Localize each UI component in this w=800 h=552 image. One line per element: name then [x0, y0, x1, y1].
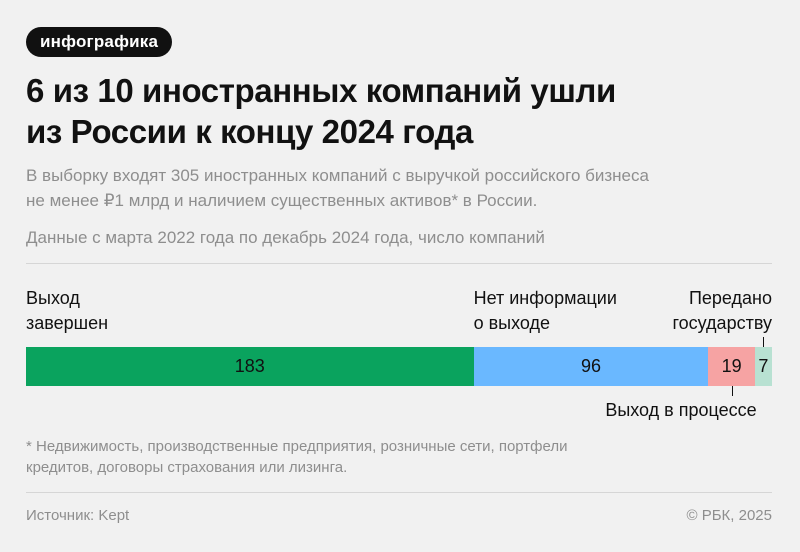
stacked-bar-chart: 183 96 19 7 Выход завершен Нет информации о вых…: [0, 270, 800, 430]
infographic-tag: инфографика: [26, 27, 173, 57]
category-label-0-line-0: Выход: [26, 288, 80, 308]
category-label-3: Передано государству: [672, 286, 772, 336]
bar-value-2: 19: [721, 356, 742, 376]
category-label-1-line-0: Нет информации: [473, 288, 617, 308]
category-label-2: Выход в процессе: [577, 398, 757, 423]
footnote-line-2: кредитов, договоры страхования или лизин…: [26, 459, 348, 476]
copyright-label: © РБК, 2025: [686, 507, 772, 524]
category-label-0-line-1: завершен: [26, 313, 109, 333]
category-label-3-line-0: Передано: [688, 288, 772, 308]
divider-bottom: [26, 492, 772, 493]
bar-segment-0: [26, 347, 474, 386]
category-label-1-line-1: о выходе: [473, 313, 551, 333]
bar-value-0: 183: [234, 356, 265, 376]
category-label-2-line-0: Выход в процессе: [605, 400, 757, 420]
category-label-1: Нет информации о выходе: [474, 286, 617, 336]
subtitle: В выборку входят 305 иностранных компани…: [26, 163, 786, 213]
bar-segment-1: [473, 347, 709, 386]
source-label: Источник: Kept: [26, 507, 130, 524]
bar-value-1: 96: [580, 356, 601, 376]
subtitle-line-1: В выборку входят 305 иностранных компани…: [26, 166, 649, 185]
leader-line-3: [763, 337, 765, 347]
bar-segment-2: [708, 347, 755, 386]
category-label-0: Выход завершен: [26, 286, 108, 336]
title-line-2: из России к концу 2024 года: [26, 113, 473, 150]
page-title: 6 из 10 иностранных компаний ушли из Рос…: [26, 70, 786, 152]
bar-value-3: 7: [758, 356, 769, 376]
leader-line-2: [731, 386, 733, 396]
data-note: Данные с марта 2022 года по декабрь 2024…: [26, 228, 545, 247]
title-line-1: 6 из 10 иностранных компаний ушли: [26, 72, 616, 109]
footnote-line-1: * Недвижимость, производственные предпри…: [26, 438, 568, 455]
category-label-3-line-1: государству: [672, 313, 772, 333]
subtitle-line-2: не менее ₽1 млрд и наличием существенных…: [26, 191, 538, 210]
bar-segment-3: [754, 347, 772, 386]
divider-top: [26, 263, 772, 264]
footnote: * Недвижимость, производственные предпри…: [26, 436, 766, 478]
